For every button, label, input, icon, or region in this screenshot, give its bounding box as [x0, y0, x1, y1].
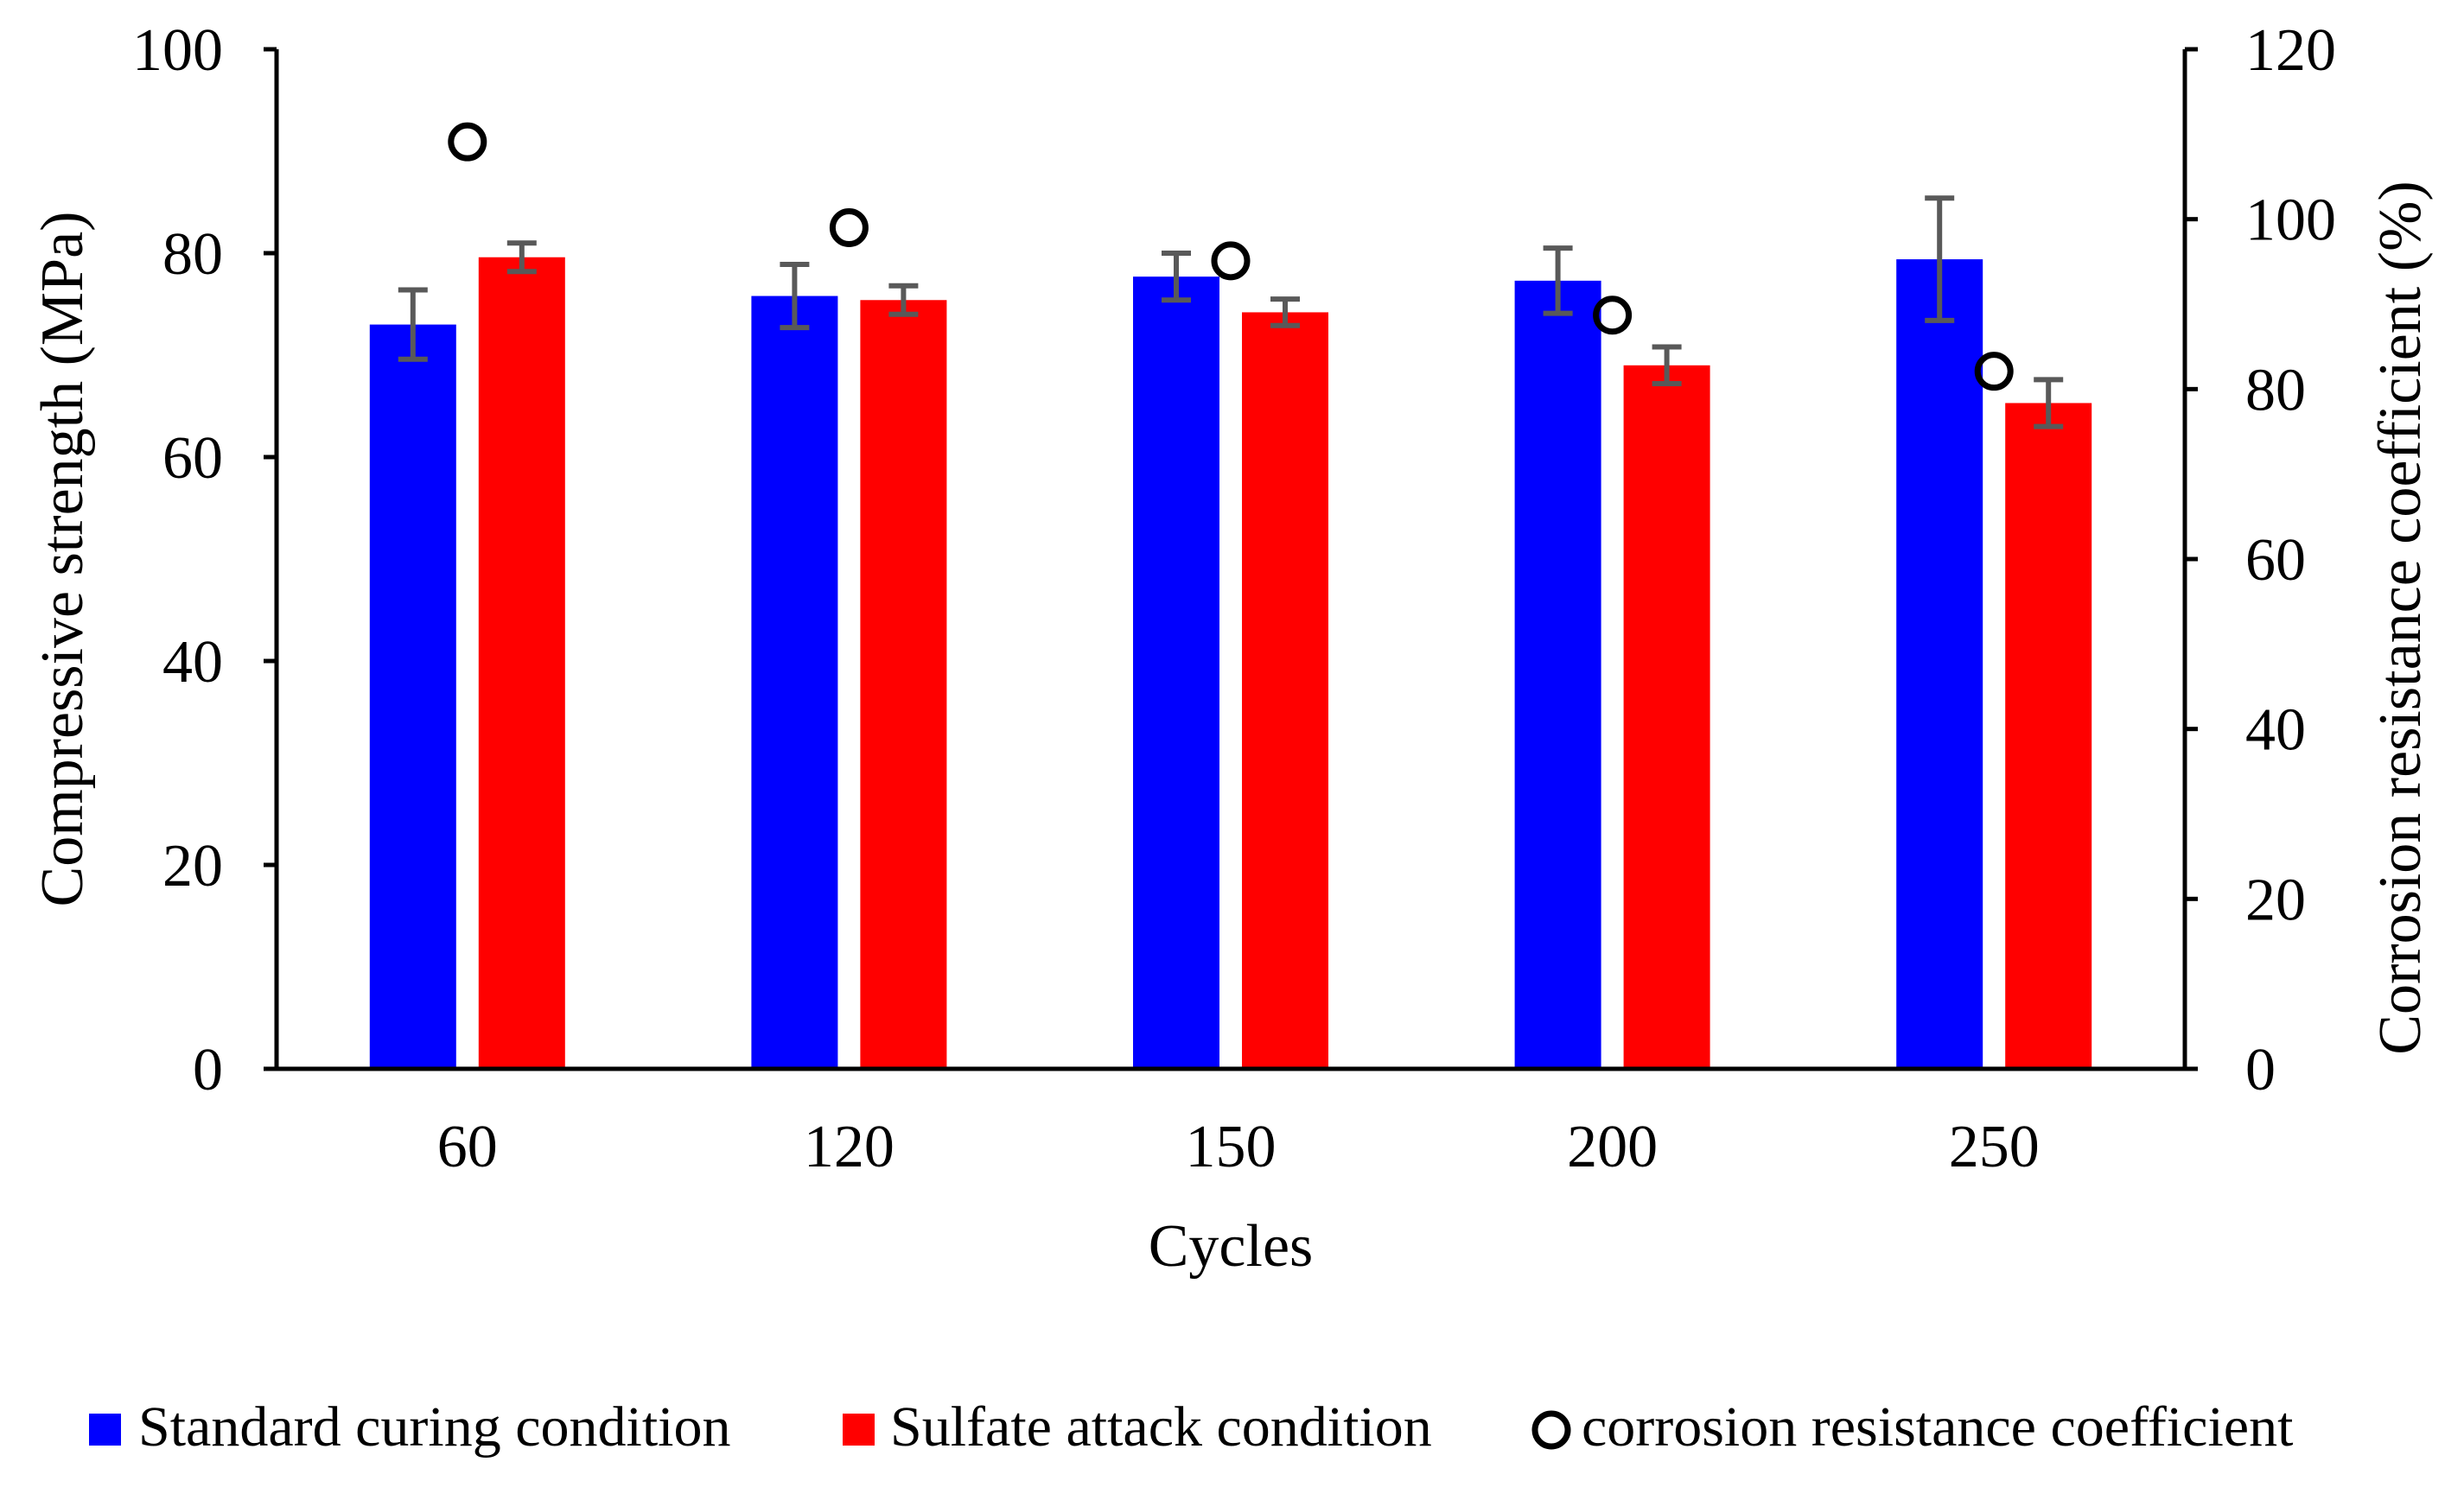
bar-sulfate-250	[2005, 403, 2092, 1070]
bar-sulfate-150	[1242, 312, 1328, 1069]
y-tick-label-80: 80	[162, 221, 223, 288]
errorbar-standard-250	[1925, 195, 1955, 323]
y2-tick-label-100: 100	[2245, 188, 2336, 254]
y2-tick-label-20: 20	[2245, 867, 2306, 933]
errorbar-sulfate-120	[888, 283, 919, 317]
y2-tick-label-120: 120	[2245, 17, 2336, 84]
x-tick-label-250: 250	[1949, 1114, 2040, 1180]
errorbar-standard-120	[780, 261, 810, 331]
x-tick-label-200: 200	[1567, 1114, 1658, 1180]
y2-tick-label-0: 0	[2245, 1037, 2276, 1103]
legend-label-sulfate: Sulfate attack condition	[890, 1395, 1432, 1459]
x-axis-label: Cycles	[1149, 1213, 1314, 1280]
legend-swatch-sulfate	[843, 1414, 875, 1446]
errorbar-sulfate-250	[2034, 377, 2064, 429]
corrosion-point-200	[1593, 296, 1633, 335]
bar-standard-60	[369, 324, 456, 1070]
x-tick-label-120: 120	[804, 1114, 895, 1180]
legend-swatch-standard	[89, 1414, 121, 1446]
errorbar-sulfate-60	[506, 240, 537, 275]
bar-standard-150	[1133, 276, 1219, 1069]
bar-sulfate-120	[860, 300, 947, 1069]
bar-sulfate-60	[478, 257, 565, 1070]
bar-sulfate-200	[1623, 365, 1710, 1069]
x-tick-label-150: 150	[1186, 1114, 1277, 1180]
y-tick-label-40: 40	[162, 629, 223, 696]
errorbar-standard-60	[398, 287, 428, 362]
y-tick-label-0: 0	[193, 1037, 223, 1103]
y-tick-label-60: 60	[162, 425, 223, 492]
corrosion-point-120	[829, 208, 869, 247]
y2-axis-label: Corrosion resistance coefficient (%)	[2367, 181, 2434, 1054]
errorbar-standard-150	[1162, 251, 1191, 303]
y2-tick-label-80: 80	[2245, 357, 2306, 423]
y-tick-label-20: 20	[162, 833, 223, 899]
bar-standard-120	[751, 296, 838, 1069]
legend: Standard curing condition Sulfate attack…	[89, 1395, 2293, 1459]
corrosion-point-150	[1211, 241, 1251, 281]
bar-standard-200	[1514, 280, 1601, 1069]
errorbar-sulfate-150	[1270, 296, 1300, 328]
errorbar-standard-200	[1543, 245, 1573, 316]
x-tick-label-60: 60	[437, 1114, 498, 1180]
corrosion-point-250	[1974, 352, 2014, 391]
legend-label-standard: Standard curing condition	[138, 1395, 731, 1459]
corrosion-point-60	[448, 122, 487, 162]
legend-label-corrosion: corrosion resistance coefficient	[1582, 1395, 2293, 1459]
y2-tick-label-60: 60	[2245, 527, 2306, 594]
y2-tick-label-40: 40	[2245, 697, 2306, 764]
bar-standard-250	[1896, 259, 1983, 1070]
errorbar-sulfate-200	[1652, 344, 1682, 387]
legend-marker-corrosion	[1531, 1410, 1571, 1450]
y-axis-label: Compressive strength (MPa)	[29, 212, 96, 907]
y-tick-label-100: 100	[132, 17, 223, 84]
